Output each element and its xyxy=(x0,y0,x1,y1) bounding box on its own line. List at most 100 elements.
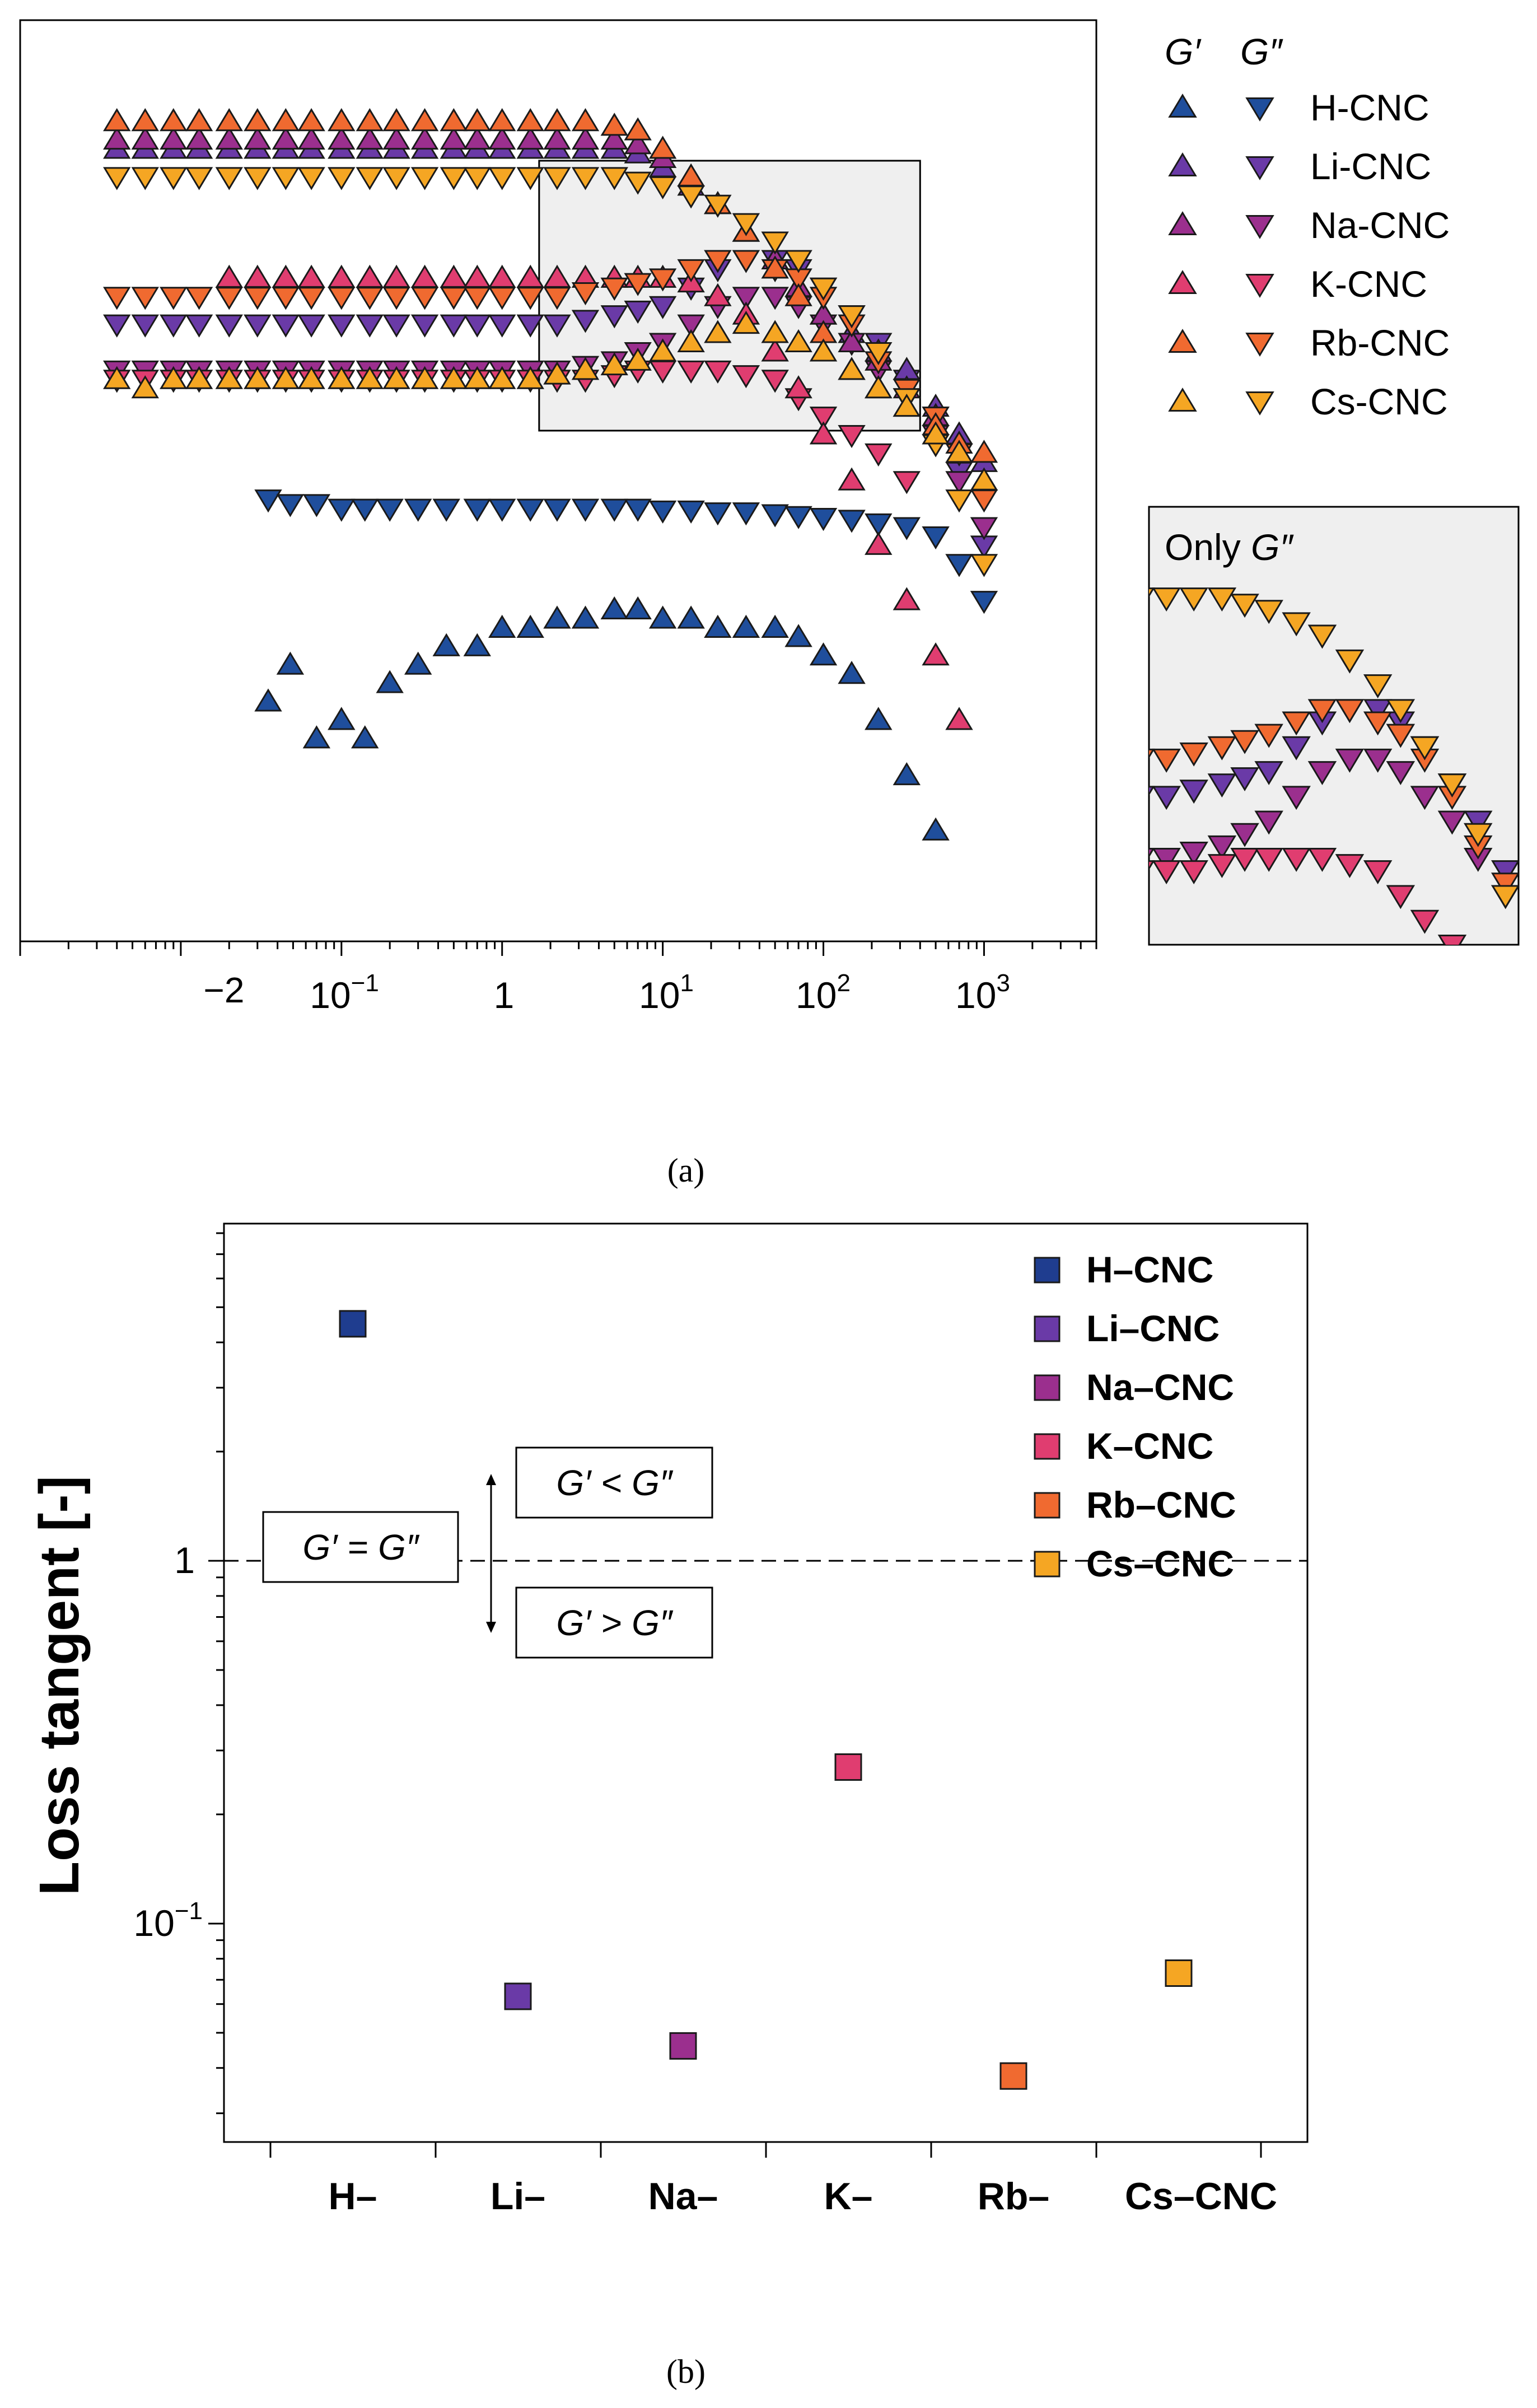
inset-g-double-prime-point xyxy=(1282,711,1311,736)
inset-g-double-prime-point xyxy=(1491,860,1519,885)
g-prime-point xyxy=(302,725,331,749)
legend-b-swatch xyxy=(1034,1315,1061,1342)
g-prime-point xyxy=(463,633,491,656)
inset-g-double-prime-point xyxy=(1254,761,1283,785)
g-prime-point xyxy=(543,361,571,385)
g-prime-point xyxy=(704,283,732,306)
g-double-prime-point xyxy=(244,167,272,190)
inset-g-double-prime-point xyxy=(1335,649,1365,674)
g-double-prime-point xyxy=(440,287,468,310)
g-double-prime-point xyxy=(103,287,131,310)
g-prime-point xyxy=(410,126,439,150)
g-double-prime-point xyxy=(784,506,812,529)
g-prime-point xyxy=(516,126,544,150)
g-double-prime-point xyxy=(215,167,243,190)
g-prime-point xyxy=(677,605,705,629)
g-double-prime-point xyxy=(297,167,325,190)
g-prime-point xyxy=(272,108,300,132)
g-double-prime-point xyxy=(600,305,628,329)
g-prime-point xyxy=(160,126,188,150)
g-double-prime-point xyxy=(356,287,384,310)
inset-g-double-prime-point xyxy=(1437,773,1467,798)
category-label-h: H– xyxy=(329,2175,377,2218)
inset-g-double-prime-point xyxy=(1521,948,1537,970)
inset-g-double-prime-point xyxy=(1335,699,1365,724)
g-double-prime-point xyxy=(272,314,300,338)
g-prime-point xyxy=(732,614,760,638)
panel-b: Loss tangent [-] 1 10−1 H– Li– Na– K– Rb… xyxy=(28,1222,1309,2390)
g-prime-point xyxy=(648,605,677,629)
g-prime-point xyxy=(376,670,404,693)
g-double-prime-point xyxy=(328,314,356,338)
g-double-prime-point xyxy=(160,167,188,190)
g-prime-point xyxy=(463,108,491,132)
inset-g-double-prime-point xyxy=(1179,587,1208,612)
inset-g-double-prime-point xyxy=(1491,885,1519,909)
loss-tangent-point xyxy=(669,2032,697,2060)
inset-g-double-prime-point xyxy=(1254,724,1283,748)
caption-b: (b) xyxy=(666,2353,706,2390)
g-double-prime-point xyxy=(297,287,325,310)
g-prime-point xyxy=(945,707,973,730)
g-double-prime-point xyxy=(382,314,410,338)
g-prime-point xyxy=(809,421,838,445)
g-prime-point xyxy=(410,366,439,389)
g-prime-point xyxy=(600,126,628,150)
inset-g-double-prime-point xyxy=(1363,748,1393,773)
g-double-prime-point xyxy=(488,314,516,338)
inset-g-double-prime-point xyxy=(1254,848,1283,872)
legend-label-na-cnc: Na-CNC xyxy=(1310,204,1450,246)
inset-g-double-prime-point xyxy=(1386,699,1415,724)
g-prime-point xyxy=(297,108,325,132)
inset-g-double-prime-point xyxy=(1521,936,1537,958)
g-double-prime-point xyxy=(432,498,460,522)
loss-tangent-point xyxy=(999,2062,1027,2090)
g-prime-point xyxy=(356,366,384,389)
inset-g-double-prime-point xyxy=(1307,699,1337,724)
g-prime-point xyxy=(463,366,491,389)
g-double-prime-point xyxy=(131,167,159,190)
g-double-prime-point xyxy=(838,425,866,449)
g-prime-point xyxy=(103,366,131,389)
legend-b-swatch xyxy=(1034,1433,1061,1460)
g-prime-point xyxy=(440,126,468,150)
inset-g-double-prime-point xyxy=(1521,911,1537,932)
g-prime-point xyxy=(865,531,893,555)
x-tick-label-4: 102 xyxy=(796,969,851,1016)
panel-a-x-ticks xyxy=(19,941,1097,956)
g-prime-point xyxy=(704,320,732,343)
inset-g-double-prime-point xyxy=(1363,860,1393,885)
g-prime-point xyxy=(543,108,571,132)
inset-g-double-prime-point xyxy=(1207,835,1237,860)
g-prime-point xyxy=(704,614,732,638)
g-double-prime-point xyxy=(351,498,379,522)
inset-g-double-prime-point xyxy=(1307,624,1337,649)
legend-marker-g-prime xyxy=(1168,211,1197,235)
inset-g-double-prime-point xyxy=(1207,587,1237,612)
inset-g-double-prime-point xyxy=(1152,860,1181,885)
g-prime-point xyxy=(488,366,516,389)
svg-text:G′ > G″: G′ > G″ xyxy=(556,1603,674,1643)
g-prime-point xyxy=(103,108,131,132)
g-double-prime-point xyxy=(677,360,705,384)
inset-g-double-prime-point xyxy=(1465,960,1491,982)
g-prime-point xyxy=(624,117,652,141)
g-prime-point xyxy=(488,108,516,132)
legend-marker-g-prime xyxy=(1168,270,1197,294)
y-tick-label-0-1: 10−1 xyxy=(133,1897,203,1944)
g-double-prime-point xyxy=(463,287,491,310)
annotation-below: G′ > G″ xyxy=(515,1586,713,1659)
inset-g-double-prime-point xyxy=(1282,612,1311,637)
g-prime-point xyxy=(809,642,838,666)
legend-marker-g-double-prime xyxy=(1245,391,1274,416)
g-prime-point xyxy=(356,126,384,150)
inset-g-double-prime-point xyxy=(1363,711,1393,736)
g-double-prime-point xyxy=(838,305,866,329)
g-double-prime-point xyxy=(244,314,272,338)
inset-g-double-prime-point xyxy=(1335,748,1365,773)
legend-b-label-na: Na–CNC xyxy=(1086,1366,1234,1408)
g-prime-point xyxy=(571,357,600,380)
g-double-prime-point xyxy=(600,167,628,190)
g-double-prime-point xyxy=(624,273,652,296)
category-label-li: Li– xyxy=(490,2175,545,2218)
